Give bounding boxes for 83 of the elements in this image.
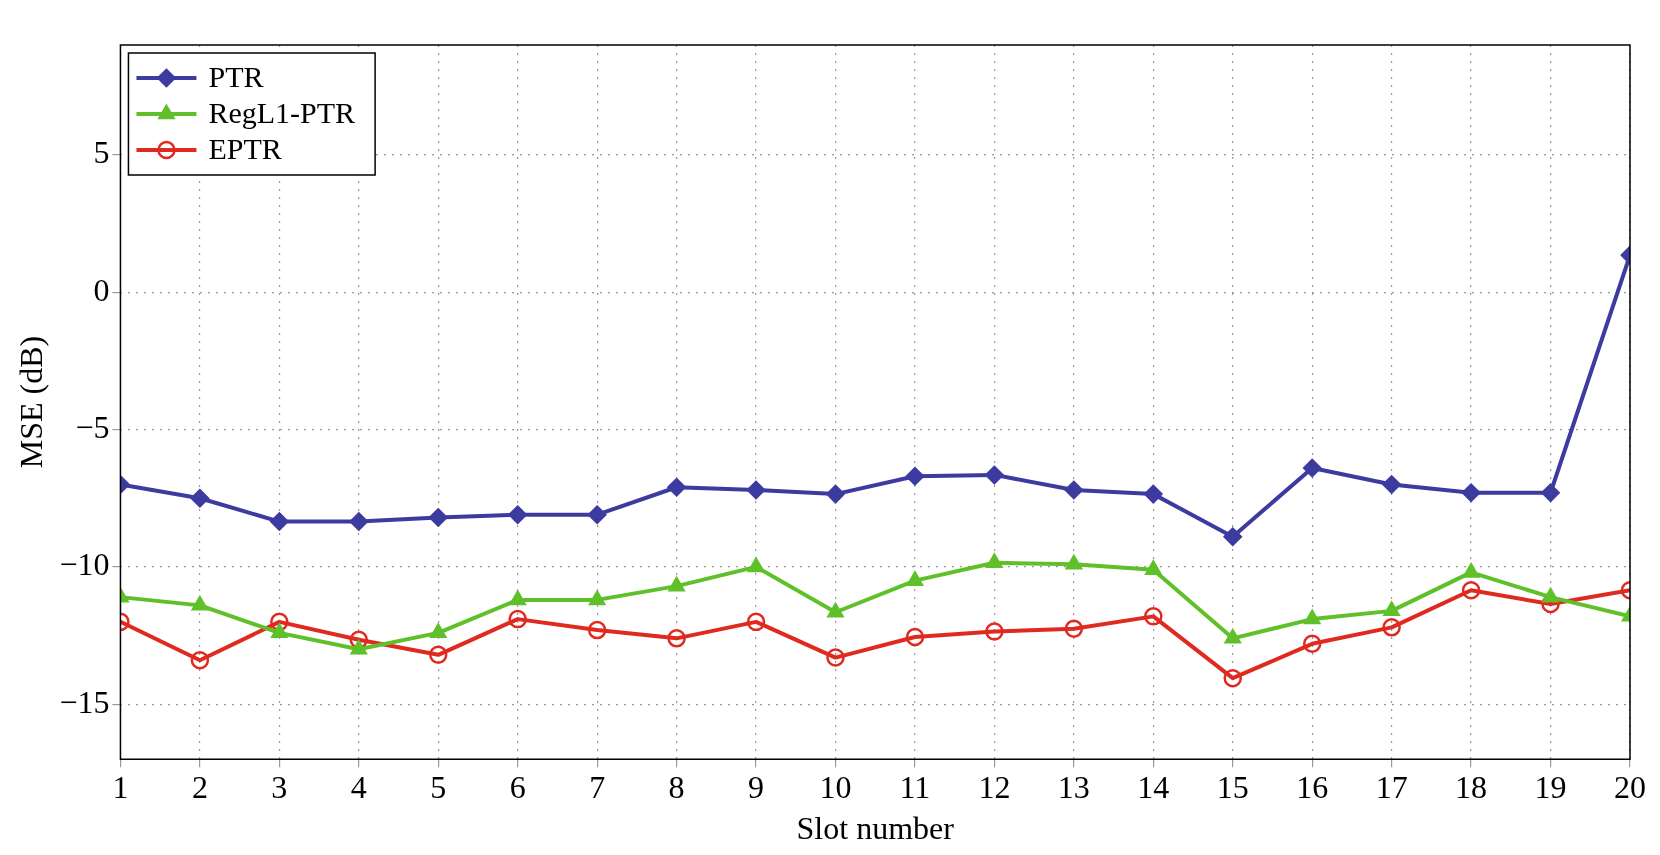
point: [667, 478, 686, 497]
x-tick-label: 4: [350, 768, 367, 805]
y-tick-label: 0: [93, 271, 110, 308]
point: [905, 467, 925, 486]
point: [587, 505, 607, 524]
point: [1144, 484, 1163, 504]
point: [905, 627, 925, 647]
point: [1462, 563, 1480, 578]
point: [190, 651, 210, 670]
point: [1304, 609, 1321, 625]
point: [985, 465, 1004, 485]
point: [270, 612, 289, 632]
point: [430, 623, 447, 639]
point: [1145, 560, 1162, 575]
x-tick-label: 14: [1137, 768, 1170, 805]
point: [667, 629, 686, 648]
point: [1064, 480, 1084, 500]
point: [1223, 668, 1242, 688]
point: [1461, 581, 1481, 600]
x-tick-label: 12: [978, 768, 1011, 805]
point: [1144, 607, 1163, 626]
point: [429, 645, 448, 665]
point: [668, 576, 685, 592]
point: [509, 590, 526, 606]
x-tick-label: 5: [430, 768, 447, 805]
x-tick-label: 9: [748, 768, 765, 805]
x-tick-label: 7: [589, 768, 606, 805]
point: [747, 557, 765, 573]
legend-label: PTR: [208, 59, 264, 93]
x-axis-title: Slot number: [796, 810, 955, 847]
point: [746, 612, 766, 632]
legend-label: RegL1-PTR: [208, 95, 356, 129]
point: [1302, 458, 1322, 478]
x-tick-label: 3: [271, 768, 288, 805]
legend-label: EPTR: [208, 131, 282, 165]
x-tick-label: 18: [1455, 768, 1488, 805]
point: [588, 590, 606, 606]
point: [1223, 527, 1242, 546]
y-tick-label: −10: [59, 546, 110, 583]
point: [1382, 618, 1401, 637]
point: [1302, 634, 1322, 654]
point: [986, 553, 1003, 569]
point: [508, 609, 527, 629]
point: [1542, 587, 1559, 603]
point: [587, 620, 607, 640]
point: [1541, 483, 1560, 502]
point: [1224, 629, 1241, 644]
point: [985, 622, 1004, 641]
point: [429, 508, 448, 527]
x-tick-label: 20: [1614, 768, 1646, 805]
y-tick-label: −5: [75, 408, 110, 445]
x-tick-label: 10: [819, 768, 852, 805]
point: [906, 571, 924, 586]
point: [190, 488, 210, 508]
point: [350, 640, 367, 655]
point: [1383, 601, 1400, 617]
point: [1461, 483, 1481, 502]
point: [270, 512, 289, 531]
y-tick-label: 5: [93, 134, 110, 171]
point: [826, 484, 845, 504]
x-tick-label: 8: [668, 768, 685, 805]
point: [191, 596, 209, 611]
point: [746, 480, 766, 500]
point: [349, 630, 369, 649]
point: [349, 512, 369, 531]
y-tick-label: −15: [59, 683, 110, 720]
x-tick-label: 15: [1216, 768, 1249, 805]
x-tick-label: 13: [1057, 768, 1090, 805]
point: [1064, 619, 1084, 638]
x-tick-label: 2: [191, 768, 208, 805]
y-axis-title: MSE (dB): [12, 335, 49, 469]
x-tick-label: 17: [1375, 768, 1408, 805]
x-tick-label: 19: [1534, 768, 1567, 805]
point: [1382, 475, 1401, 494]
x-tick-label: 11: [899, 768, 931, 805]
point: [827, 602, 844, 618]
x-tick-label: 6: [509, 768, 526, 805]
point: [271, 623, 288, 639]
x-tick-label: 1: [112, 768, 129, 805]
point: [508, 505, 527, 524]
point: [826, 648, 845, 667]
point: [1065, 554, 1083, 570]
x-tick-label: 16: [1296, 768, 1329, 805]
